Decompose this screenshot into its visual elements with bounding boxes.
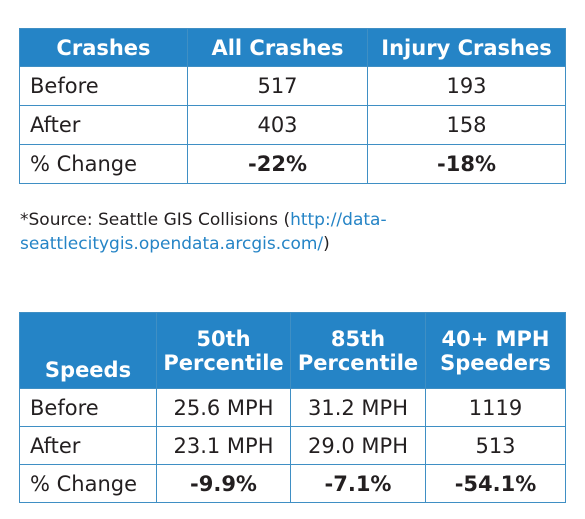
p85-change-cell: -7.1% — [290, 464, 426, 503]
speeds-header-row: Speeds 50th Percentile 85th Percentile 4… — [19, 312, 566, 389]
speeds-header-p85: 85th Percentile — [290, 312, 426, 389]
speeds-header-speeds: Speeds — [19, 312, 157, 389]
p50-cell: 25.6 MPH — [156, 388, 291, 427]
table-row: After 403 158 — [19, 105, 566, 145]
row-label: % Change — [19, 464, 157, 503]
speeders-cell: 513 — [425, 426, 566, 465]
table-row: % Change -22% -18% — [19, 144, 566, 184]
crashes-header-row: Crashes All Crashes Injury Crashes — [19, 28, 566, 67]
all-crashes-cell: 517 — [187, 66, 368, 106]
p85-cell: 29.0 MPH — [290, 426, 426, 465]
source-prefix: *Source: Seattle GIS Collisions ( — [20, 210, 291, 230]
row-label: Before — [19, 388, 157, 427]
p50-cell: 23.1 MPH — [156, 426, 291, 465]
row-label: After — [19, 105, 188, 145]
speeders-cell: 1119 — [425, 388, 566, 427]
table-row: After 23.1 MPH 29.0 MPH 513 — [19, 426, 566, 465]
row-label: After — [19, 426, 157, 465]
speeds-header-speeders: 40+ MPH Speeders — [425, 312, 566, 389]
source-note: *Source: Seattle GIS Collisions (http://… — [20, 208, 560, 256]
injury-crashes-change-cell: -18% — [367, 144, 566, 184]
crashes-header-injury: Injury Crashes — [367, 28, 566, 67]
all-crashes-change-cell: -22% — [187, 144, 368, 184]
table-row: Before 25.6 MPH 31.2 MPH 1119 — [19, 388, 566, 427]
p85-cell: 31.2 MPH — [290, 388, 426, 427]
crashes-table: Crashes All Crashes Injury Crashes Befor… — [19, 28, 566, 184]
row-label: % Change — [19, 144, 188, 184]
crashes-header-crashes: Crashes — [19, 28, 188, 67]
all-crashes-cell: 403 — [187, 105, 368, 145]
row-label: Before — [19, 66, 188, 106]
speeds-table: Speeds 50th Percentile 85th Percentile 4… — [19, 312, 566, 503]
speeds-header-p50: 50th Percentile — [156, 312, 291, 389]
injury-crashes-cell: 193 — [367, 66, 566, 106]
source-suffix: ) — [323, 234, 330, 254]
speeders-change-cell: -54.1% — [425, 464, 566, 503]
p50-change-cell: -9.9% — [156, 464, 291, 503]
table-row: % Change -9.9% -7.1% -54.1% — [19, 464, 566, 503]
source-link[interactable]: http://data-seattlecitygis.opendata.arcg… — [20, 210, 387, 254]
injury-crashes-cell: 158 — [367, 105, 566, 145]
crashes-header-all: All Crashes — [187, 28, 368, 67]
table-row: Before 517 193 — [19, 66, 566, 106]
